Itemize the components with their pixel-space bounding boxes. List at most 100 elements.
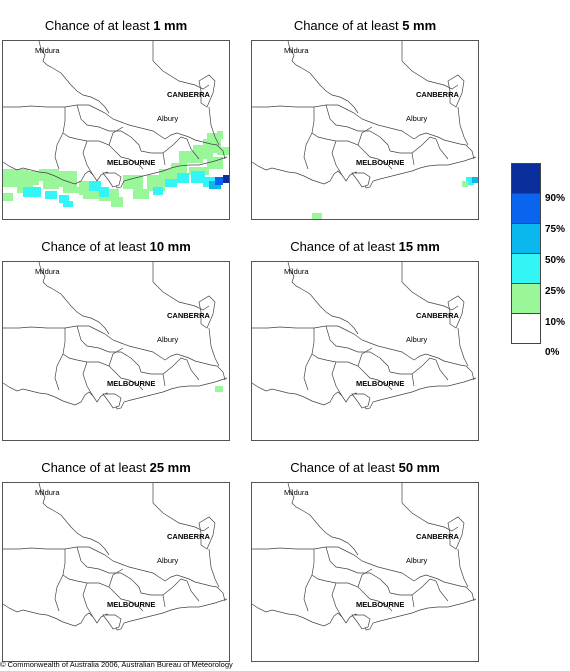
chance-cell <box>39 169 59 181</box>
panel-title-threshold: 15 mm <box>398 239 440 254</box>
place-label-albury: Albury <box>406 114 428 123</box>
boundary-line <box>114 592 144 612</box>
boundary-line <box>62 549 116 594</box>
port-phillip-bay <box>351 393 371 409</box>
chance-cell <box>133 189 149 199</box>
act-boundary <box>198 295 216 329</box>
boundary-line <box>152 483 210 532</box>
port-phillip-bay <box>351 614 371 630</box>
boundary-line <box>98 347 142 373</box>
boundary-line <box>152 262 210 311</box>
chance-cell <box>177 173 189 183</box>
chance-cell <box>23 187 41 197</box>
chance-cell <box>215 386 223 392</box>
place-label-mildura: Mildura <box>284 46 309 55</box>
panel-title-threshold: 50 mm <box>398 460 440 475</box>
boundary-line <box>140 578 200 602</box>
port-phillip-bay <box>102 614 122 630</box>
panel-title-threshold: 1 mm <box>153 18 188 33</box>
boundary-line <box>162 152 166 166</box>
place-label-albury: Albury <box>157 335 179 344</box>
chance-cell <box>83 191 113 199</box>
boundary-line <box>54 353 64 391</box>
port-phillip-bay <box>351 172 371 188</box>
boundary-line <box>411 373 415 387</box>
panel-title: Chance of at least 1 mm <box>2 18 230 34</box>
panel-title: Chance of at least 5 mm <box>251 18 479 34</box>
place-label-mildura: Mildura <box>35 267 60 276</box>
boundary-line <box>457 106 469 146</box>
port-phillip-bay <box>102 172 122 188</box>
panel-title-threshold: 25 mm <box>149 460 191 475</box>
chance-cell <box>3 169 29 177</box>
place-label-albury: Albury <box>406 335 428 344</box>
boundary-line <box>287 41 359 114</box>
chance-cell <box>43 181 59 189</box>
victoria-map: Mildura CANBERRA Albury MELBOURNE <box>251 482 479 662</box>
chance-cell <box>217 131 223 139</box>
chance-cell <box>89 181 101 191</box>
boundary-line <box>3 104 226 160</box>
chance-cell <box>45 191 57 199</box>
boundary-line <box>311 549 365 594</box>
boundary-line <box>114 371 144 391</box>
act-boundary <box>198 516 216 550</box>
place-label-mildura: Mildura <box>35 488 60 497</box>
place-label-albury: Albury <box>406 556 428 565</box>
place-label-mildura: Mildura <box>284 488 309 497</box>
panel-title-prefix: Chance of at least <box>41 460 150 475</box>
boundary-line <box>411 152 415 166</box>
boundary-line <box>287 262 359 335</box>
boundary-line <box>347 126 391 152</box>
place-label-canberra: CANBERRA <box>167 90 211 99</box>
chance-cell <box>59 195 69 203</box>
boundary-line <box>325 325 349 349</box>
boundary-line <box>108 347 124 367</box>
boundary-line <box>325 546 349 570</box>
place-label-melbourne: MELBOURNE <box>356 379 404 388</box>
boundary-line <box>76 546 100 570</box>
boundary-line <box>401 41 459 90</box>
boundary-line <box>62 328 116 373</box>
boundary-line <box>311 328 365 373</box>
boundary-line <box>98 126 142 152</box>
boundary-line <box>303 574 313 612</box>
boundary-line <box>287 483 359 556</box>
copyright-notice: © Commonwealth of Australia 2006, Austra… <box>0 660 233 669</box>
chance-cell <box>23 171 39 185</box>
act-boundary <box>447 295 465 329</box>
boundary-line <box>54 132 64 170</box>
boundary-line <box>140 136 200 160</box>
chance-cell <box>466 177 474 185</box>
panel-title-prefix: Chance of at least <box>41 239 150 254</box>
boundary-line <box>82 361 94 397</box>
victoria-map: Mildura CANBERRA Albury MELBOURNE <box>2 261 230 441</box>
chance-cell <box>153 187 163 195</box>
boundary-line <box>3 325 226 381</box>
panel-title: Chance of at least 10 mm <box>2 239 230 255</box>
victoria-map: Mildura CANBERRA Albury MELBOURNE <box>2 482 230 662</box>
chance-cell <box>191 171 205 183</box>
legend-label-90: 90% <box>545 193 566 204</box>
boundary-line <box>82 582 94 618</box>
victoria-map: Mildura CANBERRA Albury MELBOURNE <box>251 261 479 441</box>
panel-title: Chance of at least 15 mm <box>251 239 479 255</box>
panel-title: Chance of at least 25 mm <box>2 460 230 476</box>
act-boundary <box>447 516 465 550</box>
boundary-line <box>140 357 200 381</box>
chance-cell <box>462 181 468 187</box>
place-label-albury: Albury <box>157 114 179 123</box>
boundary-line <box>363 371 393 391</box>
boundary-line <box>62 107 116 152</box>
boundary-line <box>401 262 459 311</box>
legend-swatch-25 <box>511 253 541 284</box>
place-label-canberra: CANBERRA <box>416 532 460 541</box>
legend-swatch-50 <box>511 223 541 254</box>
chance-cell <box>171 163 187 173</box>
chance-cell <box>159 169 179 179</box>
boundary-line <box>363 592 393 612</box>
chance-cell <box>63 201 73 207</box>
boundary-line <box>331 361 343 397</box>
boundary-line <box>347 568 391 594</box>
panel-title-threshold: 5 mm <box>402 18 437 33</box>
